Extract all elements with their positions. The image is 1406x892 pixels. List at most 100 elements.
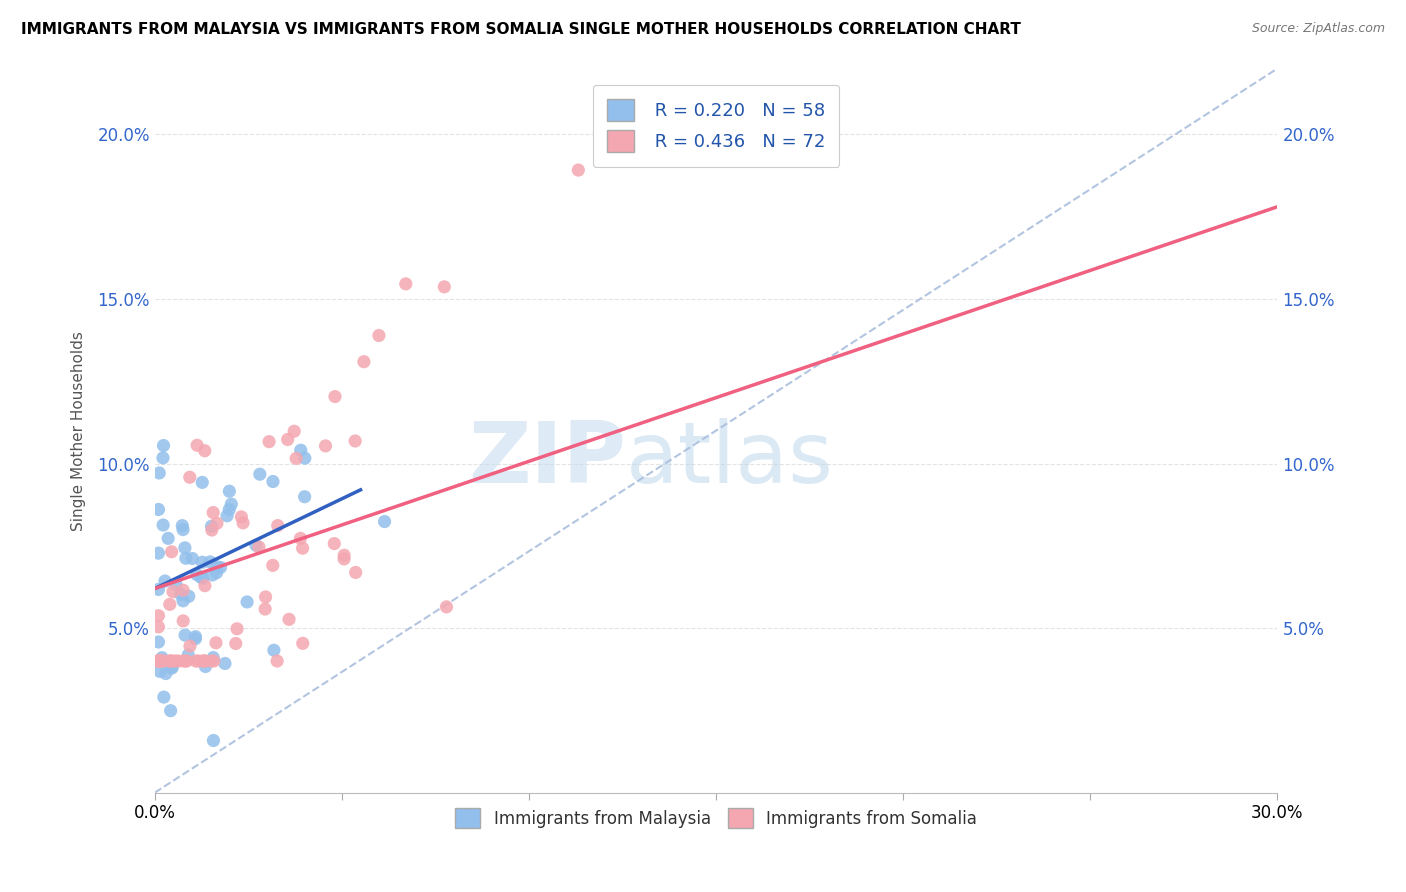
Point xyxy=(159,704,181,718)
Point xyxy=(267,518,290,533)
Point xyxy=(153,574,176,588)
Point xyxy=(225,636,247,650)
Point xyxy=(368,328,391,343)
Point xyxy=(179,639,201,653)
Point xyxy=(159,654,181,668)
Point xyxy=(160,545,183,559)
Point xyxy=(148,654,170,668)
Point xyxy=(205,636,228,650)
Point xyxy=(232,516,254,530)
Point xyxy=(150,654,173,668)
Point xyxy=(174,628,197,642)
Point xyxy=(374,515,396,529)
Point xyxy=(170,587,193,601)
Point xyxy=(278,612,301,626)
Point xyxy=(162,659,184,673)
Point xyxy=(344,566,367,580)
Point xyxy=(167,654,190,668)
Point xyxy=(245,538,267,552)
Point xyxy=(333,548,356,562)
Point xyxy=(217,508,239,523)
Point xyxy=(172,654,194,668)
Point xyxy=(194,654,217,668)
Point xyxy=(160,661,183,675)
Point xyxy=(160,654,183,668)
Point xyxy=(165,577,187,591)
Point xyxy=(436,599,458,614)
Point xyxy=(172,523,194,537)
Point xyxy=(323,390,346,404)
Point xyxy=(333,552,356,566)
Point xyxy=(148,654,170,668)
Point xyxy=(262,558,284,573)
Point xyxy=(177,648,200,662)
Point xyxy=(172,518,194,533)
Point xyxy=(194,579,217,593)
Point xyxy=(191,475,214,490)
Point xyxy=(172,583,194,598)
Point xyxy=(283,424,305,438)
Point xyxy=(294,451,316,466)
Point xyxy=(266,654,288,668)
Point xyxy=(218,484,240,499)
Point xyxy=(155,666,177,681)
Text: ZIP: ZIP xyxy=(468,418,626,501)
Point xyxy=(200,555,222,569)
Point xyxy=(254,602,277,616)
Text: atlas: atlas xyxy=(626,418,834,501)
Point xyxy=(194,443,217,458)
Point xyxy=(290,532,312,546)
Point xyxy=(205,559,228,574)
Point xyxy=(187,654,209,668)
Point xyxy=(277,433,299,447)
Point xyxy=(181,551,204,566)
Point xyxy=(148,654,170,668)
Point xyxy=(247,540,270,554)
Legend: Immigrants from Malaysia, Immigrants from Somalia: Immigrants from Malaysia, Immigrants fro… xyxy=(449,801,983,835)
Point xyxy=(202,654,225,668)
Point xyxy=(191,555,214,569)
Point xyxy=(645,144,668,158)
Point xyxy=(172,594,194,608)
Point xyxy=(149,665,172,679)
Point xyxy=(194,659,217,673)
Point xyxy=(202,506,225,520)
Point xyxy=(567,163,589,178)
Point xyxy=(201,523,224,537)
Point xyxy=(148,502,170,516)
Point xyxy=(148,582,170,597)
Point xyxy=(148,466,170,480)
Point xyxy=(209,560,232,574)
Point xyxy=(148,654,170,668)
Point xyxy=(186,567,208,582)
Point xyxy=(200,519,222,533)
Point xyxy=(148,608,170,623)
Point xyxy=(162,584,184,599)
Point xyxy=(148,620,170,634)
Point xyxy=(186,438,208,452)
Text: Source: ZipAtlas.com: Source: ZipAtlas.com xyxy=(1251,22,1385,36)
Point xyxy=(148,654,170,668)
Point xyxy=(205,566,228,580)
Point xyxy=(174,654,197,668)
Point xyxy=(205,516,228,531)
Point xyxy=(231,509,253,524)
Point xyxy=(184,632,207,646)
Point xyxy=(176,654,198,668)
Point xyxy=(193,654,215,668)
Point xyxy=(191,654,214,668)
Point xyxy=(150,650,173,665)
Point xyxy=(202,650,225,665)
Point xyxy=(184,654,207,668)
Point xyxy=(200,654,222,668)
Point xyxy=(214,657,236,671)
Point xyxy=(157,532,180,546)
Point xyxy=(179,470,201,484)
Point xyxy=(395,277,418,291)
Point xyxy=(177,590,200,604)
Point xyxy=(190,570,212,584)
Point xyxy=(236,595,259,609)
Point xyxy=(315,439,337,453)
Point xyxy=(263,643,285,657)
Point xyxy=(201,568,224,582)
